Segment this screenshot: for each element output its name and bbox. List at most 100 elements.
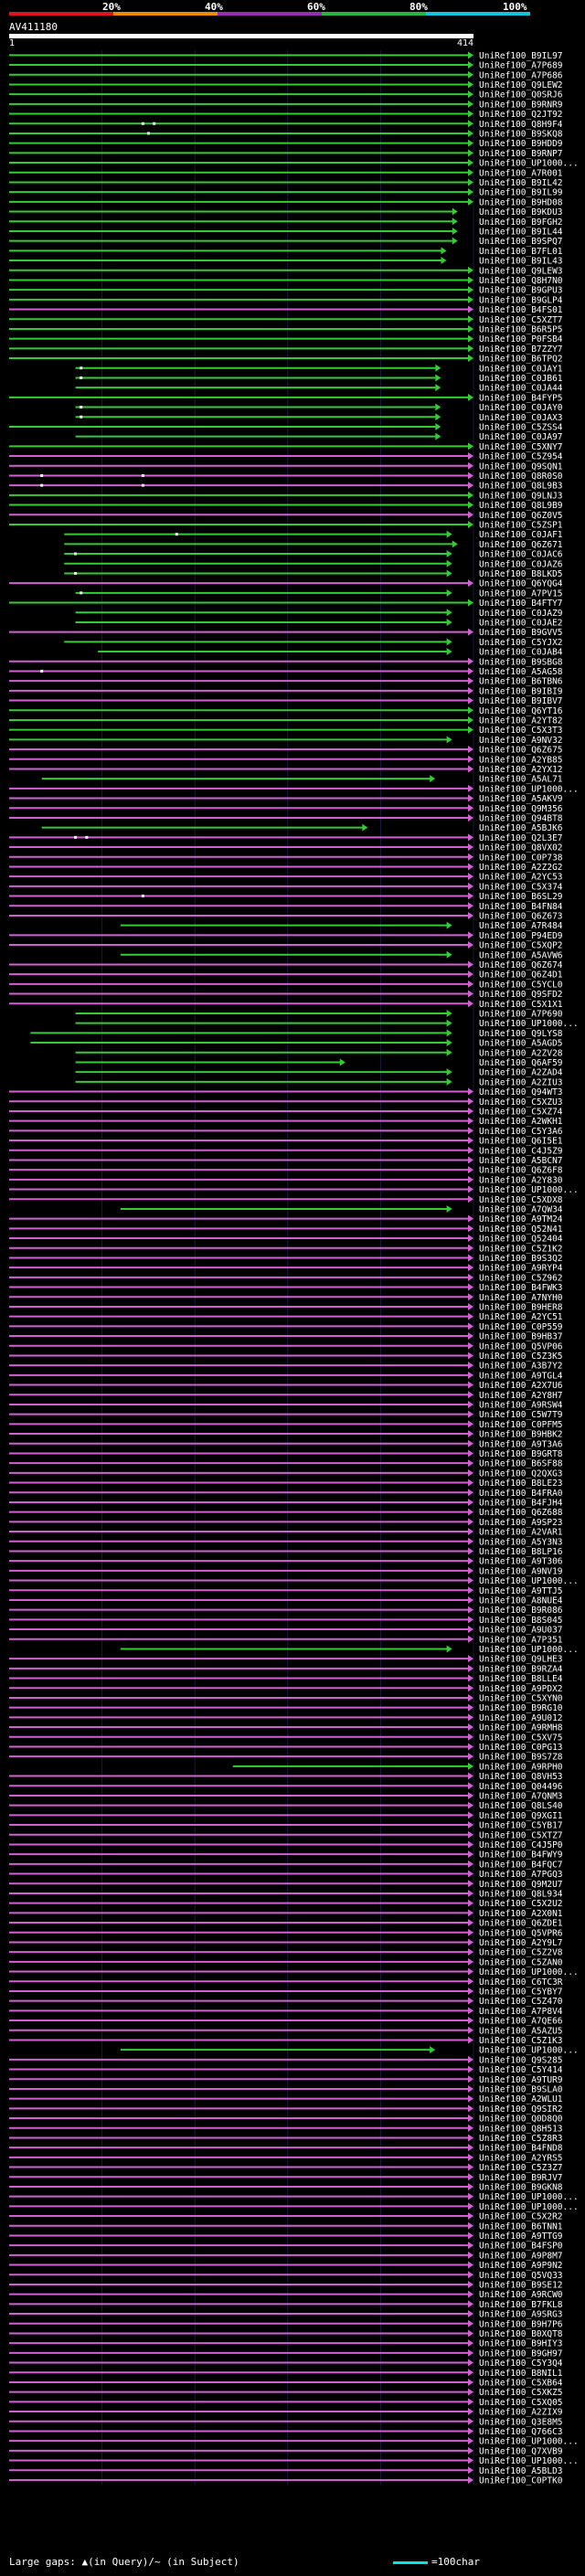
hit-row: UniRef100_B4FTY7 [9,599,563,609]
hit-arrow [468,1479,473,1487]
hit-label: UniRef100_A7QW34 [479,1204,563,1214]
percent-label-20: 20% [102,1,121,13]
hit-label: UniRef100_UP1000... [479,2202,579,2212]
gap-marker [80,406,83,409]
hit-arrow [468,1391,473,1399]
hit-arrow [468,2192,473,2200]
hit-row: UniRef100_B9IL43 [9,257,563,267]
hit-row: UniRef100_Q8L9B3 [9,482,563,492]
hit-label: UniRef100_Q9LEW3 [479,266,563,276]
hit-label: UniRef100_A7R484 [479,921,563,931]
hit-label: UniRef100_Q0D8Q0 [479,2115,563,2125]
hit-label: UniRef100_A2YX12 [479,765,563,775]
hit-arrow [468,1557,473,1565]
hit-arrow [468,2104,473,2113]
hit-row: UniRef100_A9U012 [9,1713,563,1723]
hit-label: UniRef100_A7P686 [479,70,563,80]
hit-label: UniRef100_A7P690 [479,1009,563,1019]
hit-row: UniRef100_A2YRS5 [9,2153,563,2163]
hit-arrow [468,706,473,715]
hit-label: UniRef100_Q8L934 [479,1889,563,1899]
hit-row: UniRef100_Q8L934 [9,1889,563,1899]
hit-label: UniRef100_P94ED9 [479,931,563,941]
hit-label: UniRef100_C5XQ05 [479,2398,563,2408]
hit-label: UniRef100_C5Z8R3 [479,2134,563,2144]
hit-arrow [435,374,441,382]
hit-arrow [446,736,452,744]
hit-row: UniRef100_B4FWK3 [9,1283,563,1293]
hit-row: UniRef100_A7R484 [120,921,563,931]
hit-row: UniRef100_C5XKZ5 [9,2388,563,2398]
hit-row: UniRef100_Q8H7N0 [9,276,563,286]
hit-label: UniRef100_B9GRT8 [479,1449,563,1459]
hit-label: UniRef100_C5ZSP1 [479,520,563,530]
hit-label: UniRef100_B9HD08 [479,197,563,207]
hit-arrow [468,345,473,353]
hit-label: UniRef100_A9U037 [479,1626,563,1636]
hit-arrow [468,188,473,196]
hit-arrow [446,550,452,558]
hit-row: UniRef100_Q0SRJ6 [9,90,563,101]
hit-label: UniRef100_C5Z3Z7 [479,2163,563,2173]
hit-row: UniRef100_A5AKV9 [9,794,563,804]
hit-row: UniRef100_C4J5Z9 [9,1146,563,1156]
hit-arrow [468,873,473,881]
hit-arrow [468,2388,473,2396]
hit-label: UniRef100_C5XZT7 [479,315,563,325]
hit-arrow [468,833,473,842]
hit-label: UniRef100_Q04496 [479,1782,563,1792]
hit-arrow [446,588,452,597]
hit-arrow [468,1635,473,1643]
hit-arrow [468,120,473,128]
hit-arrow [468,853,473,861]
hit-arrow [468,2369,473,2377]
hit-arrow [468,1489,473,1497]
hit-row: UniRef100_B4FQC7 [9,1860,563,1870]
hit-arrow [446,618,452,626]
hit-arrow [468,2456,473,2465]
hit-row: UniRef100_Q6YQG4 [9,579,563,589]
hit-row: UniRef100_A2YC53 [9,873,563,883]
hit-arrow [468,980,473,988]
hit-row: UniRef100_C5ZSS4 [9,422,563,432]
hit-arrow [446,559,452,567]
hit-label: UniRef100_UP1000... [479,784,579,794]
hit-row: UniRef100_B9GLP4 [9,295,563,305]
hit-arrow [468,129,473,137]
hit-row: UniRef100_A2WKH1 [9,1117,563,1127]
hit-label: UniRef100_A2Y830 [479,1175,563,1185]
hit-label: UniRef100_Q2JT92 [479,110,563,120]
hit-arrow [446,921,452,929]
hit-arrow [468,1595,473,1604]
hit-arrow [468,1273,473,1281]
hit-arrow [468,1626,473,1634]
hit-label: UniRef100_UP1000... [479,2192,579,2202]
percent-label-60: 60% [307,1,325,13]
hit-row: UniRef100_A9U037 [9,1626,563,1636]
hit-arrow [468,1322,473,1330]
hit-row: UniRef100_Q9LNJ3 [9,491,563,501]
hit-row: UniRef100_C5YBY7 [9,1987,563,1997]
hit-row: UniRef100_A3B7Y2 [9,1362,563,1372]
hit-row: UniRef100_Q94BT8 [9,813,563,823]
hit-arrow [468,197,473,206]
hit-arrow [468,863,473,871]
gap-marker [80,366,83,370]
hit-row: UniRef100_C0JAX3 [75,413,563,423]
hit-label: UniRef100_Q6I5E1 [479,1137,563,1147]
hit-arrow [468,1332,473,1341]
hit-arrow [468,1586,473,1595]
hit-label: UniRef100_Q8H7N0 [479,276,563,286]
hit-row: UniRef100_B9HD08 [9,197,563,207]
hit-label: UniRef100_B8LP16 [479,1547,563,1557]
hit-label: UniRef100_C5XZU3 [479,1097,563,1108]
hit-label: UniRef100_UP1000... [479,2046,579,2056]
hit-row: UniRef100_A2X0N1 [9,1909,563,1919]
hit-row: UniRef100_Q2QXG3 [9,1468,563,1479]
hit-arrow [468,1235,473,1243]
hit-label: UniRef100_A9RMH8 [479,1723,563,1733]
hit-arrow [468,804,473,812]
hit-label: UniRef100_B4FYP5 [479,393,563,403]
scale-segment-cyan [426,12,530,16]
hit-label: UniRef100_UP1000... [479,2437,579,2447]
